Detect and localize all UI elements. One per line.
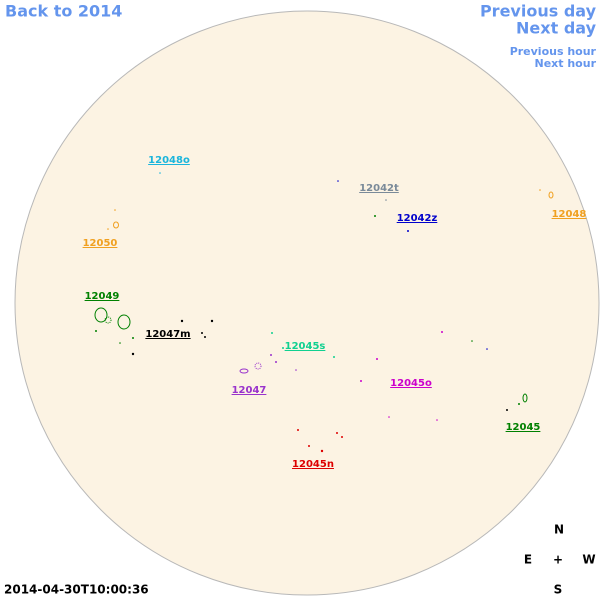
region-label[interactable]: 12050 xyxy=(83,238,118,249)
region-label[interactable]: 12045s xyxy=(285,341,326,352)
compass-south: S xyxy=(554,583,563,597)
region-label[interactable]: 12045o xyxy=(390,378,432,389)
sunspots xyxy=(94,172,554,453)
region-label[interactable]: 12048o xyxy=(148,155,190,166)
compass-center: + xyxy=(553,553,563,567)
region-label[interactable]: 12042z xyxy=(397,213,438,224)
region-label[interactable]: 12047 xyxy=(232,385,267,396)
solar-disk xyxy=(14,10,600,596)
previous-day-link[interactable]: Previous day xyxy=(480,2,597,21)
previous-hour-link[interactable]: Previous hour xyxy=(510,45,597,58)
compass-east: E xyxy=(524,553,532,567)
next-day-link[interactable]: Next day xyxy=(516,19,597,38)
region-label[interactable]: 12042t xyxy=(359,183,399,194)
region-label[interactable]: 12045 xyxy=(506,422,541,433)
compass-north: N xyxy=(554,523,564,537)
region-label[interactable]: 12049 xyxy=(85,291,120,302)
next-hour-link[interactable]: Next hour xyxy=(535,57,597,70)
region-label[interactable]: 12048 xyxy=(552,209,587,220)
timestamp: 2014-04-30T10:00:36 xyxy=(4,583,149,597)
compass-west: W xyxy=(582,553,595,567)
region-label[interactable]: 12047m xyxy=(145,329,190,340)
back-link[interactable]: Back to 2014 xyxy=(5,2,122,21)
region-label[interactable]: 12045n xyxy=(292,459,334,470)
